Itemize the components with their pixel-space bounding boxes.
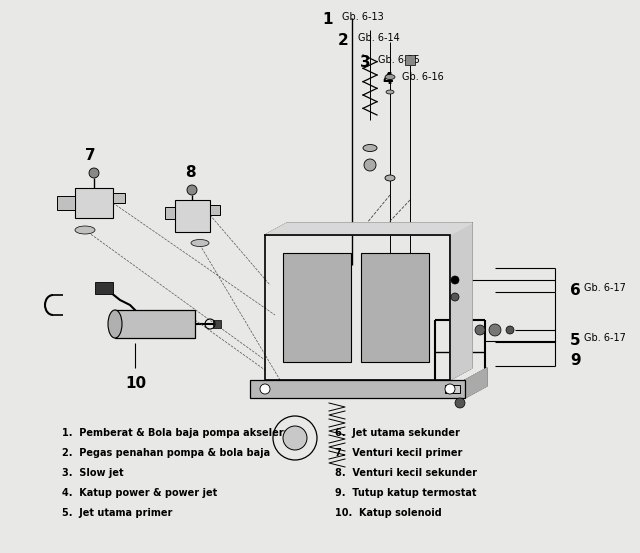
Text: 1.  Pemberat & Bola baja pompa akselerasi: 1. Pemberat & Bola baja pompa akselerasi (62, 428, 300, 438)
Text: 4: 4 (382, 72, 392, 87)
Circle shape (260, 384, 270, 394)
Circle shape (475, 325, 485, 335)
Ellipse shape (363, 144, 377, 152)
Polygon shape (465, 368, 487, 398)
Polygon shape (265, 223, 472, 235)
Circle shape (364, 159, 376, 171)
Text: 7.  Venturi kecil primer: 7. Venturi kecil primer (335, 448, 462, 458)
Ellipse shape (108, 310, 122, 338)
Bar (175, 200, 210, 232)
Bar (283, 253, 351, 362)
Circle shape (89, 168, 99, 178)
Text: Gb. 6-14: Gb. 6-14 (358, 33, 400, 43)
Circle shape (187, 185, 197, 195)
Bar (265, 235, 450, 380)
Circle shape (451, 276, 459, 284)
Text: Gb. 6-16: Gb. 6-16 (402, 72, 444, 82)
Text: Gb. 6-17: Gb. 6-17 (584, 333, 626, 343)
Text: 6.  Jet utama sekunder: 6. Jet utama sekunder (335, 428, 460, 438)
Text: 8.  Venturi kecil sekunder: 8. Venturi kecil sekunder (335, 468, 477, 478)
Circle shape (455, 398, 465, 408)
Ellipse shape (386, 90, 394, 94)
Text: 7: 7 (85, 148, 95, 163)
Bar (75, 188, 113, 218)
Text: 5.  Jet utama primer: 5. Jet utama primer (62, 508, 172, 518)
Text: 6: 6 (570, 283, 580, 298)
Circle shape (451, 293, 459, 301)
Bar (213, 320, 221, 328)
Text: 10.  Katup solenoid: 10. Katup solenoid (335, 508, 442, 518)
Ellipse shape (191, 239, 209, 247)
Polygon shape (450, 223, 472, 380)
Text: Gb. 6-15: Gb. 6-15 (378, 55, 420, 65)
Bar (361, 253, 429, 362)
Text: 3: 3 (360, 55, 371, 70)
Bar (113, 193, 125, 203)
Text: 9: 9 (570, 353, 580, 368)
Text: 3.  Slow jet: 3. Slow jet (62, 468, 124, 478)
Circle shape (445, 384, 455, 394)
Text: 1: 1 (322, 12, 333, 27)
Text: Gb. 6-13: Gb. 6-13 (342, 12, 384, 22)
Bar (115, 310, 195, 338)
Text: Gb. 6-17: Gb. 6-17 (584, 283, 626, 293)
Circle shape (283, 426, 307, 450)
Bar (405, 55, 415, 65)
Text: 2: 2 (338, 33, 349, 48)
Circle shape (489, 324, 501, 336)
Ellipse shape (75, 226, 95, 234)
Ellipse shape (385, 75, 395, 80)
Text: 2.  Pegas penahan pompa & bola baja: 2. Pegas penahan pompa & bola baja (62, 448, 270, 458)
Text: 8: 8 (185, 165, 196, 180)
Text: 4.  Katup power & power jet: 4. Katup power & power jet (62, 488, 217, 498)
Text: 5: 5 (570, 333, 580, 348)
Bar (57, 196, 75, 210)
Bar (445, 385, 460, 393)
Bar (165, 207, 175, 219)
Text: 9.  Tutup katup termostat: 9. Tutup katup termostat (335, 488, 477, 498)
Bar (210, 205, 220, 215)
Bar (250, 380, 465, 398)
Circle shape (506, 326, 514, 334)
Ellipse shape (385, 175, 395, 181)
Bar (95, 282, 113, 294)
Text: 10: 10 (125, 376, 146, 391)
